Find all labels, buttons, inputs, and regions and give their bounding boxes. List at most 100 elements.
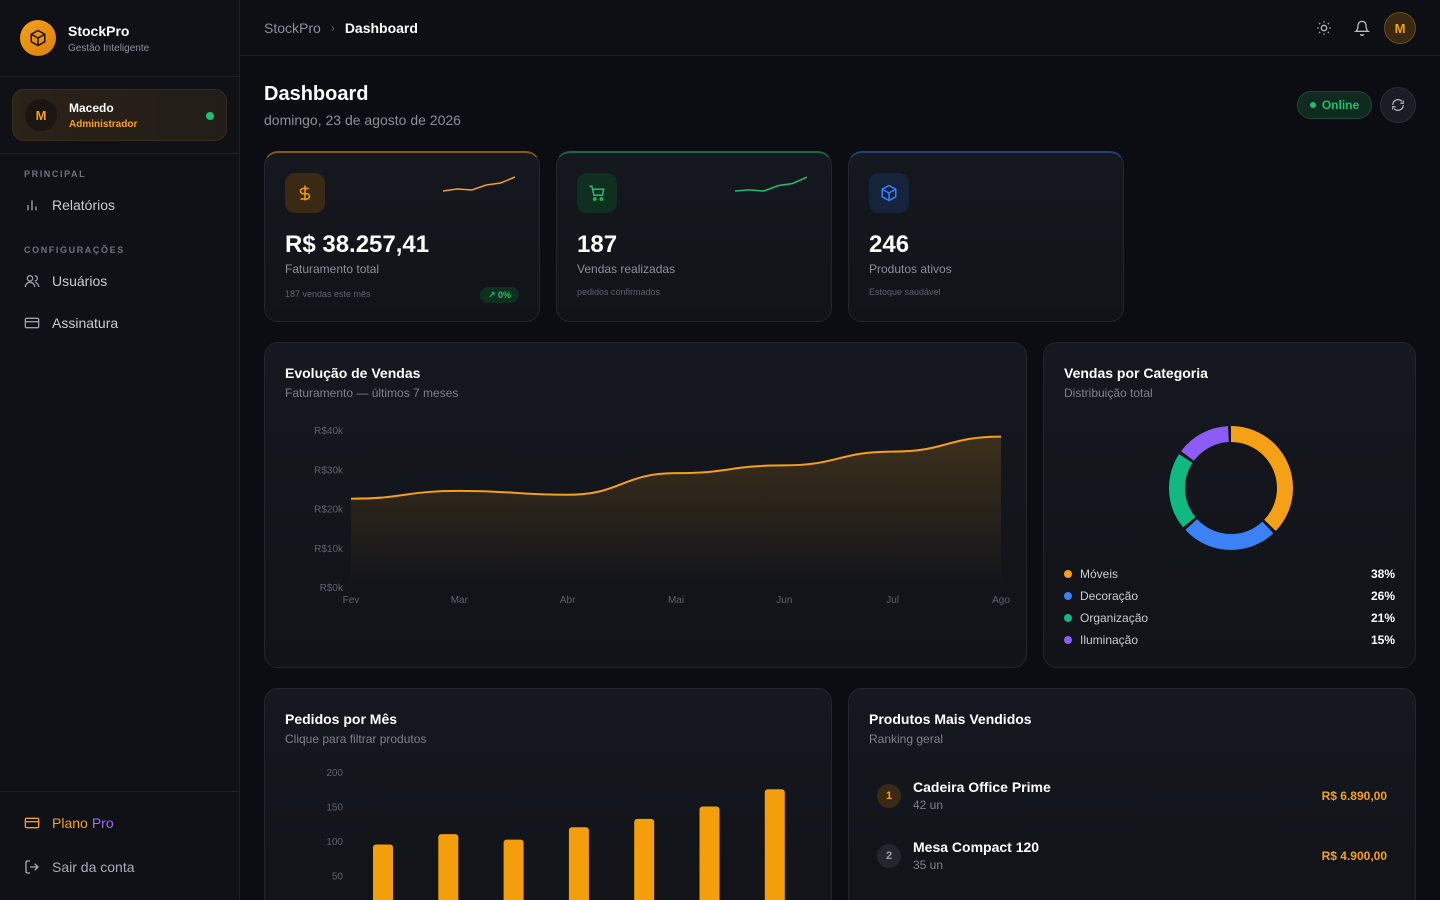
y-tick-label: R$0k <box>320 583 344 594</box>
trend-badge: ↗ 0% <box>479 287 519 303</box>
rank-badge: 2 <box>877 843 901 868</box>
stat-value: 246 <box>869 231 910 258</box>
page-title: Dashboard <box>264 83 369 105</box>
box-icon <box>20 20 56 56</box>
x-tick-label: Ago <box>992 595 1010 606</box>
category-donut-chart[interactable] <box>1161 418 1301 558</box>
sparkline-path <box>443 176 515 192</box>
y-tick-label: R$30k <box>314 465 344 476</box>
legend-item[interactable]: Decoração 26% <box>1064 589 1395 603</box>
stat-label: Faturamento total <box>285 262 380 276</box>
revenue-sparkline <box>443 176 515 192</box>
nav-section-principal: PRINCIPAL <box>24 169 87 179</box>
credit-card-icon <box>24 817 40 829</box>
bar[interactable] <box>438 834 459 900</box>
user-role: Administrador <box>69 118 138 130</box>
topbar: StockPro › Dashboard M <box>240 0 1440 56</box>
stat-card-sales[interactable]: 187 Vendas realizadas pedidos confirmado… <box>556 151 832 322</box>
bar[interactable] <box>699 806 720 900</box>
user-name: Macedo <box>69 100 114 115</box>
panel-subtitle: Ranking geral <box>869 732 944 746</box>
breadcrumb: StockPro › Dashboard <box>264 20 418 36</box>
y-tick-label: R$10k <box>314 544 344 555</box>
sales-sparkline <box>735 176 807 192</box>
x-tick-label: Fev <box>343 595 360 606</box>
avatar[interactable]: M <box>1384 12 1416 44</box>
legend-label: Móveis <box>1080 567 1119 581</box>
legend-item[interactable]: Iluminação 15% <box>1064 633 1395 647</box>
online-status-dot <box>206 112 214 120</box>
legend-value: 21% <box>1370 611 1395 625</box>
legend-label: Decoração <box>1080 589 1139 603</box>
sidebar-item-label: Usuários <box>52 273 108 289</box>
area-fill <box>351 436 1001 587</box>
legend-dot <box>1064 614 1072 622</box>
legend-item[interactable]: Organização 21% <box>1064 611 1395 625</box>
breadcrumb-root[interactable]: StockPro <box>264 20 321 36</box>
bar[interactable] <box>764 789 785 900</box>
stat-subtext: pedidos confirmados <box>577 287 661 297</box>
stat-subtext: Estoque saudável <box>869 287 941 297</box>
bar[interactable] <box>503 839 524 900</box>
product-qty: 35 un <box>913 858 944 872</box>
users-icon <box>24 275 40 288</box>
sparkline-path <box>735 176 807 192</box>
panel-title: Evolução de Vendas <box>285 365 421 381</box>
donut-slice-organização[interactable] <box>1169 426 1293 550</box>
series-line <box>350 435 1002 500</box>
y-tick-label: 150 <box>326 803 343 814</box>
rank-badge: 1 <box>877 783 901 808</box>
page-date: domingo, 23 de agosto de 2026 <box>264 112 461 128</box>
y-tick-label: R$20k <box>314 505 344 516</box>
list-item[interactable]: 2 Mesa Compact 120 35 un R$ 4.900,00 <box>877 839 1387 872</box>
donut-slice-móveis[interactable] <box>1169 426 1293 550</box>
bell-icon[interactable] <box>1353 20 1371 41</box>
y-tick-label: 50 <box>332 872 344 883</box>
product-qty: 42 un <box>913 798 944 812</box>
x-tick-label: Jul <box>886 595 899 606</box>
list-item[interactable]: 1 Cadeira Office Prime 42 un R$ 6.890,00 <box>877 779 1387 812</box>
legend-dot <box>1064 592 1072 600</box>
stat-label: Vendas realizadas <box>577 262 676 276</box>
bar[interactable] <box>634 818 655 900</box>
refresh-button[interactable] <box>1380 87 1416 123</box>
brand[interactable]: StockPro Gestão Inteligente <box>0 0 239 77</box>
plan-pro-link[interactable]: Plano Pro <box>24 815 114 831</box>
refresh-icon <box>1392 99 1404 111</box>
x-tick-label: Mar <box>451 595 469 606</box>
legend-value: 38% <box>1370 567 1395 581</box>
divider <box>0 791 240 792</box>
sun-icon[interactable] <box>1316 20 1332 41</box>
status-label: Online <box>1321 98 1360 112</box>
y-tick-label: R$40k <box>314 426 344 437</box>
bar[interactable] <box>568 827 589 900</box>
stat-card-products[interactable]: 246 Produtos ativos Estoque saudável <box>848 151 1124 322</box>
legend-label: Organização <box>1080 611 1149 625</box>
brand-name: StockPro <box>68 22 130 39</box>
user-card[interactable]: M Macedo Administrador <box>12 89 227 141</box>
panel-subtitle: Clique para filtrar produtos <box>285 732 427 746</box>
sidebar-item-usuarios[interactable]: Usuários <box>24 273 107 289</box>
dollar-icon <box>285 173 325 213</box>
sidebar-item-relatorios[interactable]: Relatórios <box>24 197 115 213</box>
bar-chart-icon <box>27 200 37 211</box>
x-tick-label: Jun <box>776 595 792 606</box>
sidebar-item-assinatura[interactable]: Assinatura <box>24 315 118 331</box>
panel-subtitle: Distribuição total <box>1064 386 1153 400</box>
product-revenue: R$ 4.900,00 <box>1321 848 1387 863</box>
chevron-right-icon: › <box>330 21 335 35</box>
y-tick-label: 200 <box>326 768 343 779</box>
stat-subtext: 187 vendas este mês <box>285 289 371 299</box>
panel-title: Produtos Mais Vendidos <box>869 711 1032 727</box>
bar[interactable] <box>373 844 393 900</box>
logout-button[interactable]: Sair da conta <box>24 859 135 875</box>
product-name: Mesa Compact 120 <box>913 839 1040 855</box>
legend-item[interactable]: Móveis 38% <box>1064 567 1395 581</box>
legend-dot <box>1064 636 1072 644</box>
donut-slice-decoração[interactable] <box>1169 426 1293 550</box>
sidebar-item-label: Assinatura <box>52 315 119 331</box>
orders-bar-chart[interactable]: 200 150 100 50 <box>265 689 833 900</box>
nav-section-configuracoes: CONFIGURAÇÕES <box>24 245 125 255</box>
stat-card-revenue[interactable]: R$ 38.257,41 Faturamento total 187 venda… <box>264 151 540 322</box>
